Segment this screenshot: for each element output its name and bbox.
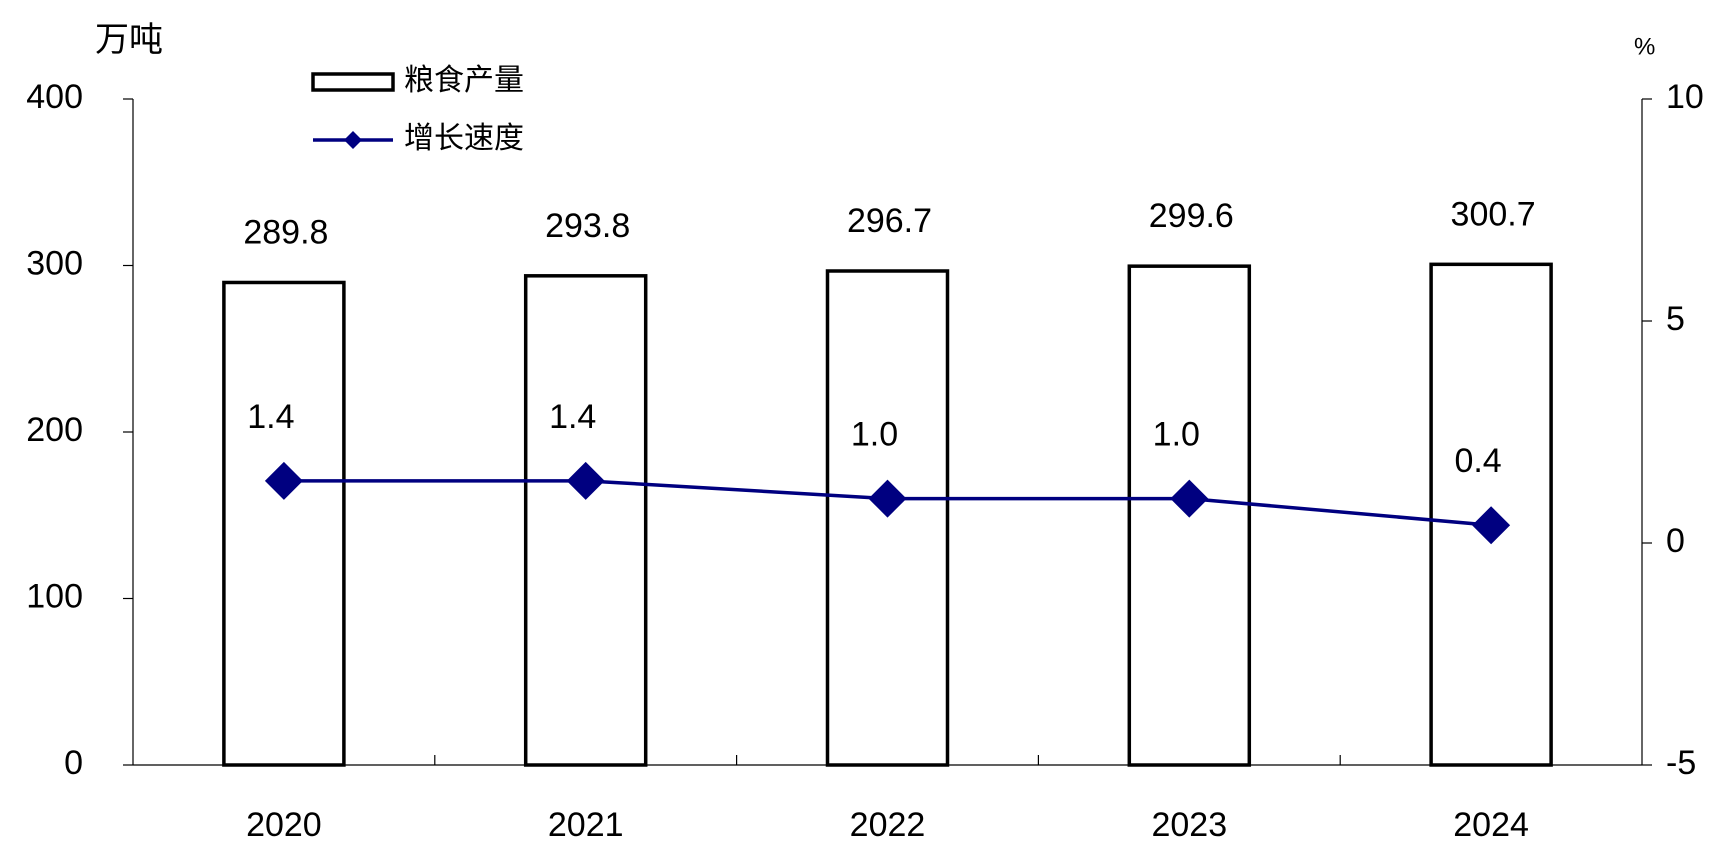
y-tick-label: 200 <box>26 411 83 449</box>
y-tick-label: 100 <box>26 577 83 615</box>
line-value-label: 1.4 <box>247 398 294 436</box>
x-tick-label: 2022 <box>850 806 926 844</box>
y2-axis-label: % <box>1634 33 1655 60</box>
line-value-label: 1.0 <box>851 416 898 454</box>
y-tick-label: 300 <box>26 244 83 282</box>
legend-label: 增长速度 <box>404 122 524 155</box>
bar-value-label: 296.7 <box>847 202 932 240</box>
y-tick-label: 0 <box>64 744 83 782</box>
bar <box>825 269 950 767</box>
y2-tick-label: 5 <box>1666 300 1685 338</box>
bar <box>523 274 648 767</box>
bar <box>222 280 346 767</box>
marker <box>1472 506 1511 545</box>
x-tick-label: 2023 <box>1151 806 1227 844</box>
bar-value-label: 300.7 <box>1451 195 1536 233</box>
bar-value-label: 289.8 <box>243 213 328 251</box>
x-tick-label: 2021 <box>548 806 624 844</box>
marker <box>868 479 907 518</box>
y2-tick-label: 10 <box>1666 78 1704 116</box>
y2-tick-label: 0 <box>1666 522 1685 560</box>
line-value-label: 0.4 <box>1454 442 1501 480</box>
x-tick-label: 2020 <box>246 806 322 844</box>
y-axis-label: 万吨 <box>95 21 163 59</box>
legend-swatch <box>311 72 395 92</box>
marker <box>264 461 303 500</box>
legend-marker <box>344 131 362 149</box>
line-value-label: 1.4 <box>549 398 596 436</box>
legend-label: 粮食产量 <box>404 64 524 97</box>
marker <box>566 461 605 500</box>
x-tick-label: 2024 <box>1453 806 1529 844</box>
marker <box>1170 479 1209 518</box>
line-value-label: 1.0 <box>1153 416 1200 454</box>
y2-tick-label: -5 <box>1666 744 1696 782</box>
y-tick-label: 400 <box>26 78 83 116</box>
bar-value-label: 293.8 <box>545 207 630 245</box>
bar-value-label: 299.6 <box>1149 197 1234 235</box>
